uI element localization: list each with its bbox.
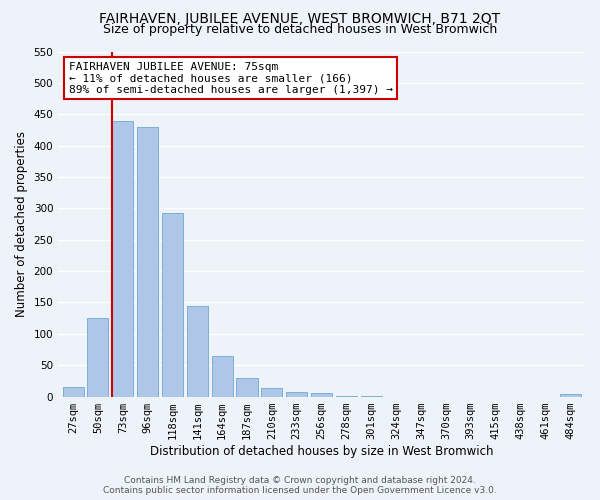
Bar bbox=[286, 392, 307, 396]
Bar bbox=[187, 306, 208, 396]
Bar bbox=[236, 378, 257, 396]
Bar bbox=[162, 212, 183, 396]
Bar bbox=[560, 394, 581, 396]
Text: Contains HM Land Registry data © Crown copyright and database right 2024.
Contai: Contains HM Land Registry data © Crown c… bbox=[103, 476, 497, 495]
Y-axis label: Number of detached properties: Number of detached properties bbox=[15, 131, 28, 317]
Text: Size of property relative to detached houses in West Bromwich: Size of property relative to detached ho… bbox=[103, 22, 497, 36]
Text: FAIRHAVEN JUBILEE AVENUE: 75sqm
← 11% of detached houses are smaller (166)
89% o: FAIRHAVEN JUBILEE AVENUE: 75sqm ← 11% of… bbox=[69, 62, 393, 95]
Text: FAIRHAVEN, JUBILEE AVENUE, WEST BROMWICH, B71 2QT: FAIRHAVEN, JUBILEE AVENUE, WEST BROMWICH… bbox=[100, 12, 500, 26]
Bar bbox=[137, 127, 158, 396]
Bar bbox=[212, 356, 233, 397]
X-axis label: Distribution of detached houses by size in West Bromwich: Distribution of detached houses by size … bbox=[150, 444, 493, 458]
Bar bbox=[88, 318, 109, 396]
Bar bbox=[112, 120, 133, 396]
Bar bbox=[62, 387, 83, 396]
Bar bbox=[262, 388, 283, 396]
Bar bbox=[311, 394, 332, 396]
